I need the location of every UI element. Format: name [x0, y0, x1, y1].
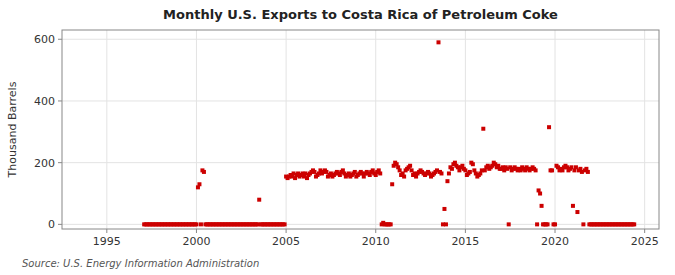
grid-line [465, 30, 466, 229]
tick-mark [106, 229, 107, 233]
point [436, 40, 440, 44]
tick-mark [58, 162, 62, 163]
axes: 0 200 400 600 1995 2000 2005 2010 2015 2020 2025 [34, 33, 659, 248]
tick-mark [196, 229, 197, 233]
point [535, 222, 539, 226]
point [402, 175, 406, 179]
point [586, 170, 590, 174]
tick-label: 2010 [362, 235, 390, 248]
point [553, 222, 557, 226]
point [439, 171, 443, 175]
point [390, 182, 394, 186]
point [540, 204, 544, 208]
point [202, 170, 206, 174]
point [575, 210, 579, 214]
point [507, 222, 511, 226]
point [257, 198, 261, 202]
point [445, 179, 449, 183]
grid-line [196, 30, 197, 229]
tick-label: 400 [34, 95, 55, 108]
point [468, 170, 472, 174]
grid-line [62, 162, 659, 163]
point [389, 222, 393, 226]
tick-label: 600 [34, 33, 55, 46]
tick-label: 200 [34, 157, 55, 170]
tick-label: 2015 [451, 235, 479, 248]
point [408, 164, 412, 168]
title: Monthly U.S. Exports to Costa Rica of Pe… [163, 7, 558, 22]
grid-line [286, 30, 287, 229]
tick-mark [644, 229, 645, 233]
tick-label: 2000 [182, 235, 210, 248]
plot-background [62, 30, 659, 229]
annotation: Source: U.S. Energy Information Administ… [22, 258, 259, 269]
point [550, 168, 554, 172]
tick-label: 0 [48, 218, 55, 231]
point [481, 127, 485, 131]
point [444, 222, 448, 226]
point [547, 125, 551, 129]
plot-frame [62, 30, 659, 229]
point [450, 167, 454, 171]
point [199, 222, 203, 226]
point [442, 207, 446, 211]
point [447, 171, 451, 175]
tick-label: 2005 [272, 235, 300, 248]
grid-line [62, 100, 659, 101]
point [538, 192, 542, 196]
point [534, 168, 538, 172]
axis-label: Thousand Barrels [6, 81, 19, 178]
point [283, 222, 287, 226]
tick-label: 2025 [631, 235, 659, 248]
tick-mark [58, 100, 62, 101]
point [197, 182, 201, 186]
point [571, 204, 575, 208]
grid-line [62, 39, 659, 40]
grid-line [555, 30, 556, 229]
point [546, 222, 550, 226]
tick-label: 2020 [541, 235, 569, 248]
point [378, 171, 382, 175]
grid-line [375, 30, 376, 229]
tick-mark [465, 229, 466, 233]
point [194, 222, 198, 226]
tick-mark [555, 229, 556, 233]
point [632, 222, 636, 226]
tick-mark [375, 229, 376, 233]
points [142, 40, 636, 226]
point [471, 162, 475, 166]
tick-label: 1995 [93, 235, 121, 248]
grid [62, 30, 659, 229]
tick-mark [58, 224, 62, 225]
point [581, 222, 585, 226]
grid-line [106, 30, 107, 229]
chart: 0 200 400 600 1995 2000 2005 2010 2015 2020 2025 Mo… [0, 0, 675, 275]
tick-mark [58, 39, 62, 40]
tick-mark [286, 229, 287, 233]
grid-line [644, 30, 645, 229]
